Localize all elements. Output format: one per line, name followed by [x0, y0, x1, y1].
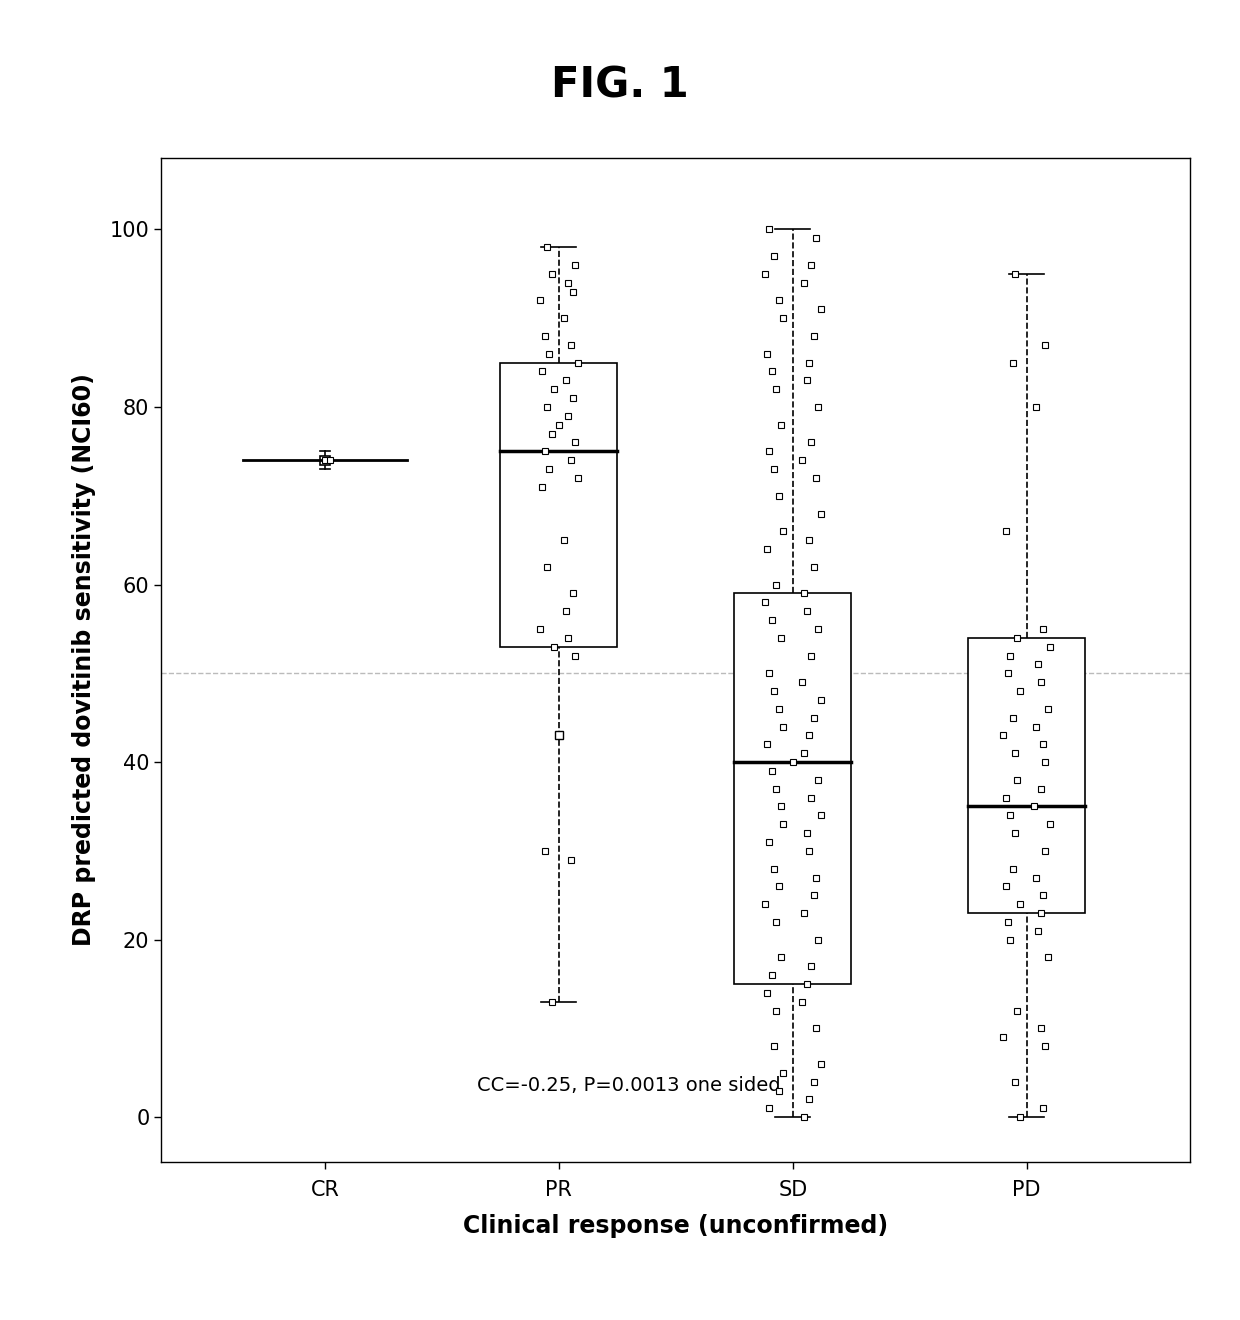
X-axis label: Clinical response (unconfirmed): Clinical response (unconfirmed)	[464, 1213, 888, 1238]
FancyBboxPatch shape	[968, 638, 1085, 913]
FancyBboxPatch shape	[501, 363, 618, 647]
FancyBboxPatch shape	[320, 455, 330, 465]
Y-axis label: DRP predicted dovitinib sensitivity (NCI60): DRP predicted dovitinib sensitivity (NCI…	[72, 374, 95, 946]
FancyBboxPatch shape	[734, 594, 851, 983]
Text: FIG. 1: FIG. 1	[551, 65, 689, 107]
Text: CC=-0.25, P=0.0013 one sided: CC=-0.25, P=0.0013 one sided	[477, 1076, 781, 1096]
